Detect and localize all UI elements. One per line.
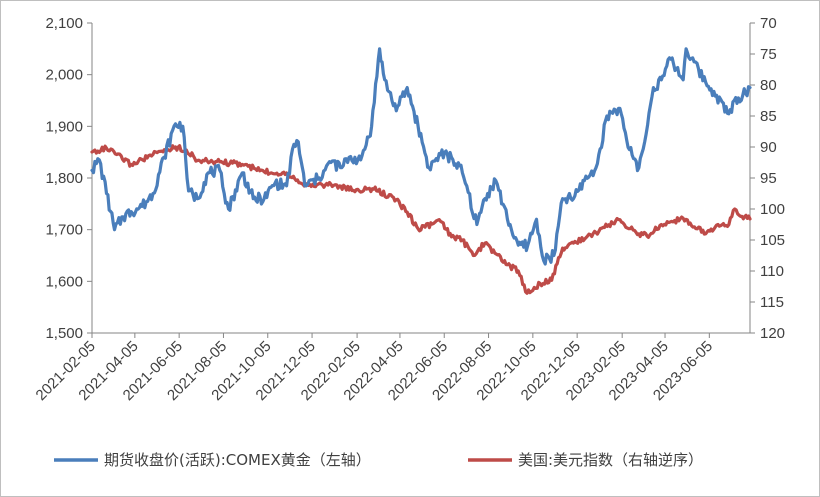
y-tick-label-right: 85 <box>760 108 777 125</box>
y-tick-label-right: 105 <box>760 232 785 249</box>
legend-label-dollar-index: 美国:美元指数（右轴逆序） <box>518 451 703 469</box>
legend-label-comex-gold: 期货收盘价(活跃):COMEX黄金（左轴） <box>104 451 371 469</box>
y-tick-label-right: 120 <box>760 325 785 342</box>
y-tick-label-right: 110 <box>760 263 784 280</box>
y-tick-label-right: 70 <box>760 15 777 32</box>
y-tick-label-right: 95 <box>760 170 777 187</box>
y-tick-label-left: 1,900 <box>45 118 83 135</box>
series-line-comex-gold <box>90 47 752 266</box>
y-tick-label-left: 2,000 <box>45 67 83 84</box>
y-tick-label-right: 100 <box>760 201 785 218</box>
y-tick-label-left: 1,600 <box>45 273 83 290</box>
series-line-dollar-index <box>90 144 752 295</box>
y-tick-label-left: 2,100 <box>45 15 83 32</box>
y-tick-label-left: 1,700 <box>45 222 83 239</box>
y-tick-label-right: 90 <box>760 139 777 156</box>
y-tick-label-right: 80 <box>760 77 777 94</box>
y-tick-label-left: 1,500 <box>45 325 83 342</box>
y-tick-label-left: 1,800 <box>45 170 83 187</box>
y-tick-label-right: 115 <box>760 294 784 311</box>
y-tick-label-right: 75 <box>760 46 777 63</box>
